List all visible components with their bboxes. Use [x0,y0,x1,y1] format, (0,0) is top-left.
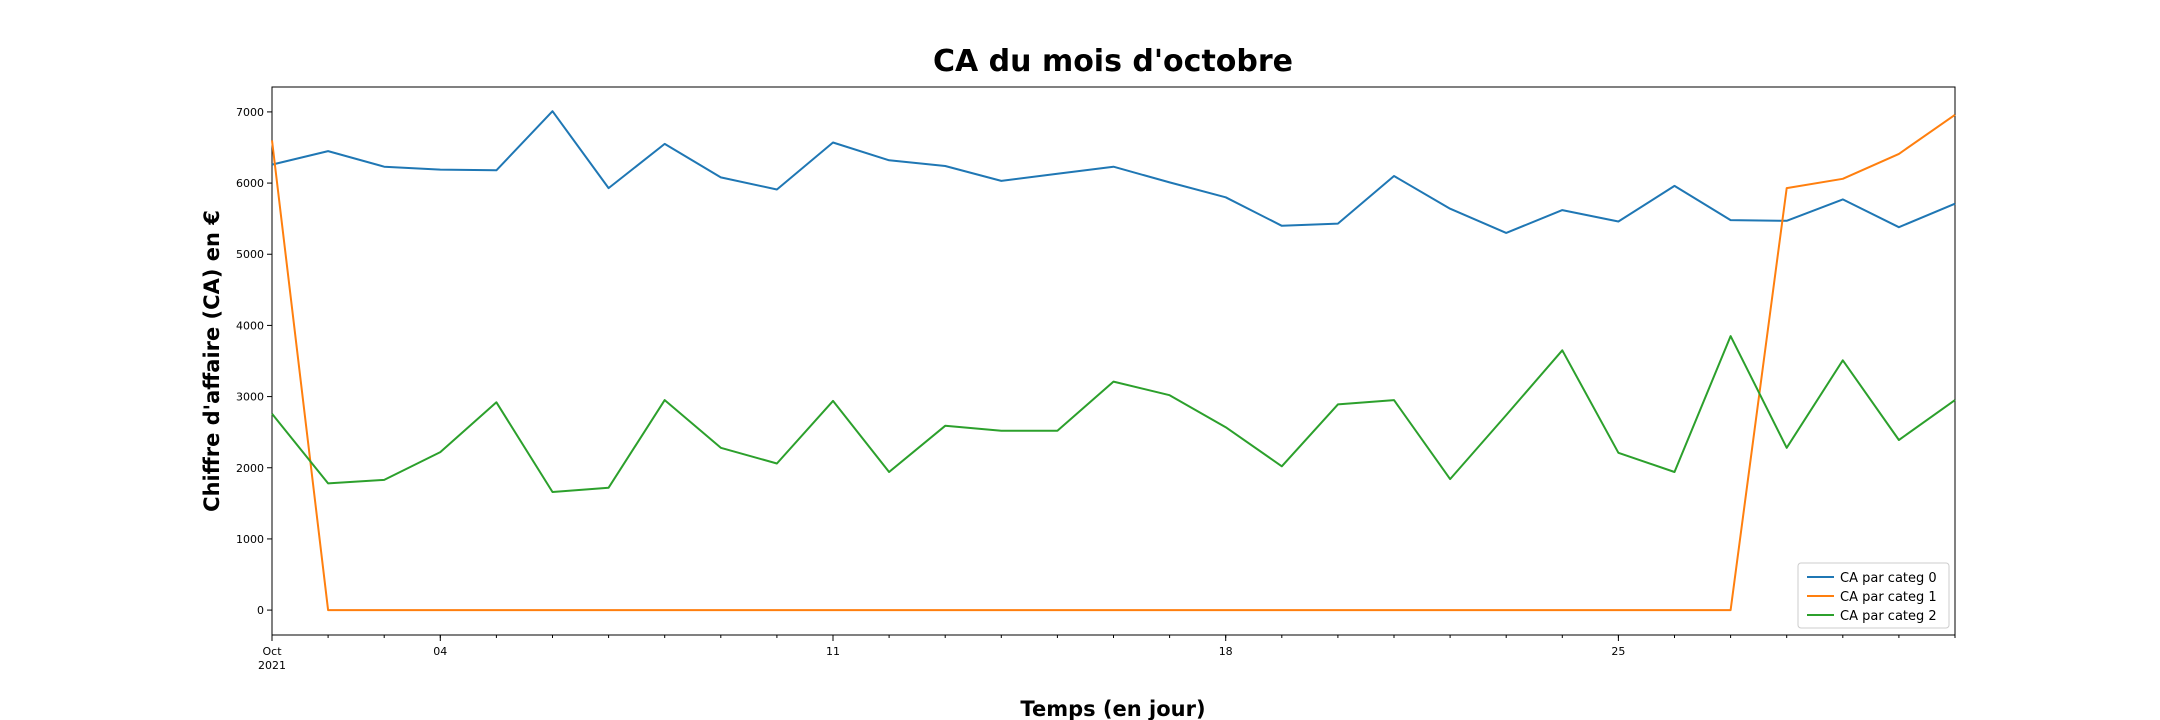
x-tick-label: 11 [826,645,840,658]
legend: CA par categ 0 CA par categ 1 CA par categ… [1797,562,1950,629]
y-tick-label: 4000 [236,319,264,332]
legend-label: CA par categ 2 [1840,609,1937,624]
series-line-categ-1 [271,113,1956,612]
y-tick-label: 1000 [236,533,264,546]
y-tick-label: 0 [257,604,264,617]
chart-title: CA du mois d'octobre [933,44,1293,79]
legend-label: CA par categ 1 [1840,590,1937,605]
series-line-categ-0 [271,110,1956,234]
y-axis: 0 1000 2000 3000 4000 5000 6000 7000 [236,106,272,617]
x-tick-year-label: 2021 [258,659,286,672]
legend-box [1797,562,1950,629]
x-tick-label: 04 [433,645,447,658]
y-tick-label: 2000 [236,462,264,475]
series-line-categ-2 [271,335,1956,493]
y-tick-label: 5000 [236,248,264,261]
plot-area [271,86,1956,636]
x-tick-label: 18 [1219,645,1233,658]
y-tick-label: 3000 [236,391,264,404]
series-layer [271,110,1956,612]
legend-label: CA par categ 0 [1840,571,1937,586]
y-tick-label: 7000 [236,106,264,119]
x-tick-label: Oct [262,645,282,658]
y-axis-label: Chiffre d'affaire (CA) en € [200,210,224,512]
x-tick-label: 25 [1611,645,1625,658]
y-tick-label: 6000 [236,177,264,190]
x-axis-label: Temps (en jour) [1020,697,1205,720]
plot-frame [271,86,1956,636]
